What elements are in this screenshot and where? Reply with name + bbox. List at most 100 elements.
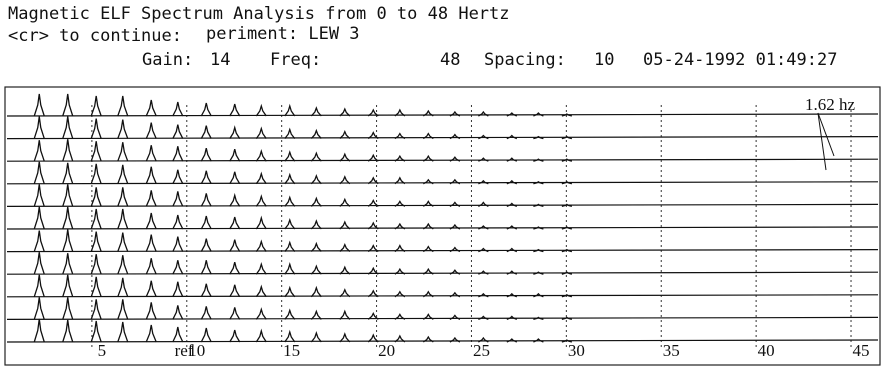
spectral-peak	[145, 145, 157, 162]
spectral-peak	[506, 157, 518, 162]
spectral-peak	[255, 194, 267, 207]
trace-baseline	[6, 294, 879, 298]
spectral-peak	[478, 270, 489, 275]
spectral-peak	[533, 292, 544, 298]
spectral-peak	[172, 281, 184, 298]
x-tick-label: 35	[663, 341, 680, 360]
spectral-peak	[449, 133, 461, 140]
spectral-peak	[90, 187, 102, 207]
spectral-peak	[145, 324, 157, 343]
spectral-peak	[229, 307, 241, 320]
trace-baseline	[6, 339, 879, 343]
trace-baseline	[6, 316, 879, 320]
spectral-peak	[229, 216, 241, 230]
spectral-peak	[449, 246, 461, 253]
spectral-peak	[33, 230, 45, 252]
spectral-peak	[339, 107, 351, 117]
spectral-peak	[33, 116, 45, 139]
spectral-peak	[90, 254, 102, 275]
spectral-peak	[200, 193, 212, 207]
spectral-peak	[533, 203, 544, 208]
spectral-peak	[33, 318, 45, 343]
spectral-peak	[229, 149, 241, 162]
spectral-peak	[117, 277, 129, 298]
spectral-peak	[33, 206, 45, 230]
spectral-peak	[200, 148, 212, 162]
spectral-peak	[145, 166, 157, 185]
spectral-peak	[255, 284, 267, 298]
spectral-peak	[367, 131, 379, 140]
spectral-peak	[310, 196, 322, 207]
gain-label: Gain:	[142, 50, 193, 70]
x-tick-label: 15	[283, 341, 300, 360]
spectral-peak	[145, 302, 157, 320]
spectral-peak	[478, 134, 489, 140]
spectral-peak	[449, 178, 461, 185]
spectral-peak	[200, 125, 212, 139]
spectral-peak	[117, 119, 129, 139]
spectral-peak	[422, 290, 434, 298]
trace-baseline	[6, 271, 879, 275]
spectral-peak	[145, 190, 157, 207]
spectral-peak	[506, 112, 518, 117]
spectral-peak	[394, 176, 406, 185]
spectral-peak	[200, 327, 212, 343]
spectral-peak	[478, 157, 489, 162]
spectral-peak	[229, 284, 241, 298]
spectral-peak	[200, 260, 212, 275]
spectral-peak	[478, 292, 489, 298]
prompt: <cr> to continue:	[8, 26, 182, 46]
spectral-peak	[117, 208, 129, 230]
gain: 14	[210, 50, 230, 70]
spectral-peak	[478, 110, 489, 117]
spectral-peak	[367, 289, 379, 298]
spectral-peak	[229, 239, 241, 252]
spectral-peak	[339, 288, 351, 298]
spectral-peak	[422, 335, 434, 343]
spectral-peak	[200, 283, 212, 298]
spectral-peak	[449, 269, 461, 275]
spectral-peak	[172, 326, 184, 343]
spectral-peak	[255, 261, 267, 275]
spectral-peak	[62, 162, 74, 185]
spectral-peak	[62, 253, 74, 275]
spectral-peak	[506, 179, 518, 185]
spectral-peak	[561, 135, 573, 140]
spectral-peak	[200, 306, 212, 320]
spectral-peak	[422, 313, 434, 320]
spectral-peak	[506, 134, 518, 140]
spectral-peak	[533, 112, 544, 117]
spectral-peak	[145, 99, 157, 117]
spectral-peak	[478, 225, 489, 230]
spectral-peak	[561, 203, 573, 208]
spectral-peak	[145, 212, 157, 230]
x-tick-label: 25	[473, 341, 490, 360]
spectral-peak	[422, 154, 434, 162]
spectral-peak	[478, 315, 489, 320]
spectral-peak	[478, 179, 489, 185]
spectral-peak	[422, 132, 434, 140]
spectral-peak	[310, 330, 322, 343]
spectral-peak	[284, 285, 296, 298]
spectral-peak	[449, 336, 461, 343]
spectral-peak	[145, 122, 157, 139]
spectral-peak	[422, 109, 434, 117]
spectral-peak	[422, 200, 434, 207]
spectral-peak	[117, 321, 129, 343]
spectral-peak	[33, 274, 45, 297]
spectral-peak	[506, 247, 518, 253]
x-tick-label: 40	[758, 341, 775, 360]
spectral-peak	[255, 239, 267, 252]
spectral-peak	[339, 332, 351, 343]
annotation-arrow	[817, 112, 827, 171]
spectral-peak	[506, 315, 518, 320]
spectral-peak	[478, 336, 489, 343]
spectral-peak	[33, 252, 45, 275]
spectral-peak	[310, 173, 322, 185]
spectral-peak	[284, 217, 296, 230]
freq-label: Freq:	[270, 50, 321, 70]
spectral-peak	[561, 271, 573, 275]
spectral-peak	[506, 292, 518, 298]
spectral-peak	[172, 169, 184, 185]
